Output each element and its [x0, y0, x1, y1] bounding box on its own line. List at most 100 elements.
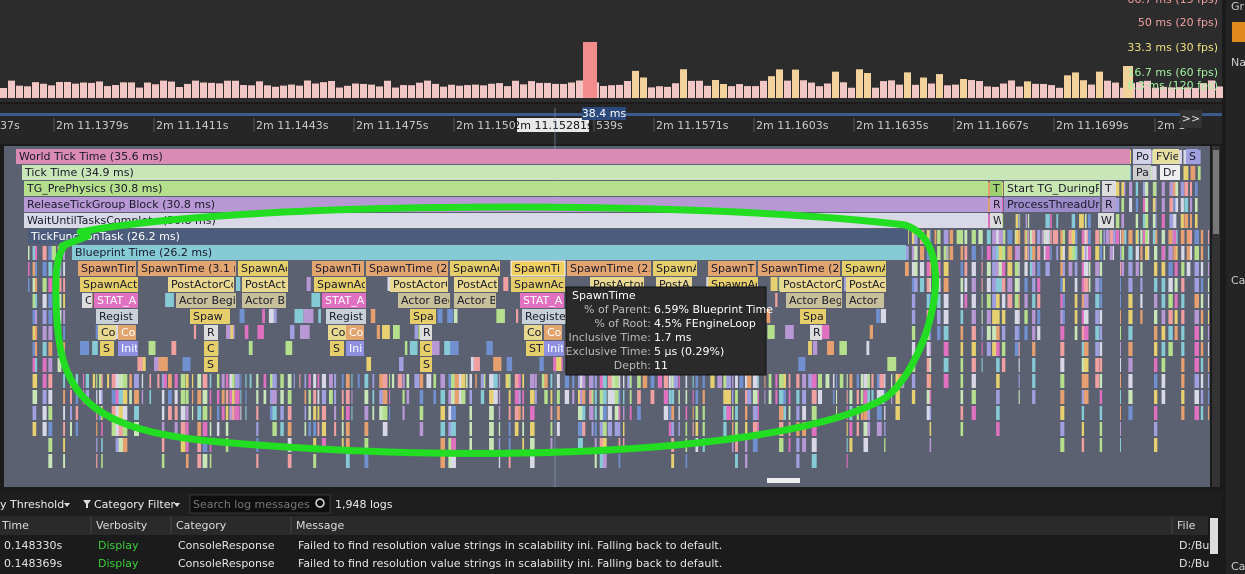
timer-event[interactable] [1133, 149, 1151, 164]
timer-event[interactable] [398, 293, 450, 308]
timer-event[interactable] [1160, 165, 1180, 180]
timer-event[interactable] [1186, 149, 1198, 164]
event-block [911, 262, 916, 276]
timer-event[interactable] [314, 277, 366, 292]
timer-event[interactable] [990, 213, 1002, 228]
side-tab[interactable]: Gr [1231, 0, 1245, 13]
timer-event[interactable] [708, 261, 756, 276]
timer-event[interactable] [544, 341, 564, 356]
column-header[interactable]: Category [176, 519, 227, 532]
timer-event[interactable] [390, 277, 448, 292]
timer-event[interactable] [328, 325, 346, 340]
scroll-thumb[interactable] [1213, 150, 1219, 234]
timer-event[interactable] [330, 341, 344, 356]
timer-event[interactable] [1098, 213, 1114, 228]
timer-event[interactable] [100, 341, 114, 356]
column-header[interactable]: Time [1, 519, 29, 532]
timer-event[interactable] [238, 261, 288, 276]
timer-event[interactable] [204, 357, 218, 372]
toolbar-item[interactable]: y Threshold [0, 498, 64, 511]
event-block [599, 406, 605, 420]
frame-bar [168, 81, 175, 98]
timer-event[interactable] [242, 277, 288, 292]
timer-event[interactable] [520, 293, 564, 308]
timer-event[interactable] [204, 341, 218, 356]
column-header[interactable]: Verbosity [96, 519, 148, 532]
timer-event[interactable] [176, 293, 236, 308]
side-tab[interactable]: Na [1231, 56, 1245, 69]
side-tab[interactable]: Ca [1231, 274, 1245, 287]
timer-event[interactable] [78, 261, 136, 276]
timer-event[interactable] [420, 341, 432, 356]
timer-event[interactable] [1004, 197, 1100, 212]
timer-event[interactable] [94, 293, 138, 308]
timer-event[interactable] [653, 261, 697, 276]
timer-event[interactable] [846, 277, 886, 292]
toolbar-item[interactable]: Category Filter [94, 498, 175, 511]
timer-event[interactable] [96, 309, 138, 324]
timer-event[interactable] [1004, 181, 1100, 196]
column-header[interactable]: File [1177, 519, 1196, 532]
event-block [1001, 246, 1006, 260]
timer-event[interactable] [758, 261, 840, 276]
side-button[interactable] [1232, 22, 1245, 42]
event-block [1074, 326, 1078, 340]
timer-event[interactable] [1153, 149, 1179, 164]
side-tab[interactable]: Ca [1231, 560, 1245, 573]
timer-event[interactable] [138, 261, 236, 276]
timer-event[interactable] [510, 260, 566, 277]
timer-event[interactable] [567, 261, 651, 276]
timer-event[interactable] [511, 277, 565, 292]
timer-event[interactable] [420, 357, 432, 372]
timer-event[interactable] [1133, 165, 1151, 180]
timer-event[interactable] [204, 325, 218, 340]
timer-event[interactable] [454, 293, 496, 308]
timer-event[interactable] [346, 325, 364, 340]
timer-event[interactable] [990, 197, 1002, 212]
timer-event[interactable] [190, 309, 230, 324]
timer-event[interactable] [80, 277, 138, 292]
timer-event[interactable] [990, 181, 1002, 196]
frame-bar [776, 69, 783, 98]
timer-event[interactable] [846, 293, 884, 308]
timer-event[interactable] [322, 293, 366, 308]
timer-event[interactable] [326, 309, 366, 324]
timer-event[interactable] [420, 325, 432, 340]
column-header[interactable]: Message [296, 519, 344, 532]
timer-event[interactable] [544, 325, 562, 340]
timer-event[interactable] [346, 341, 364, 356]
timer-event[interactable] [526, 341, 544, 356]
timer-event[interactable] [168, 277, 234, 292]
more-label[interactable]: >> [1182, 112, 1200, 125]
timer-event[interactable] [1102, 197, 1116, 212]
timer-event[interactable] [118, 325, 136, 340]
timer-event[interactable] [454, 277, 498, 292]
timer-event[interactable] [450, 261, 500, 276]
timer-event[interactable] [28, 229, 908, 244]
search-placeholder[interactable]: Search log messages [193, 498, 310, 511]
timer-event[interactable] [522, 309, 566, 324]
more-button[interactable] [1180, 110, 1202, 128]
search-box[interactable] [189, 494, 331, 514]
timer-event[interactable] [82, 293, 92, 308]
timer-event[interactable] [98, 325, 116, 340]
timer-event[interactable] [366, 261, 448, 276]
timer-event[interactable] [24, 181, 988, 196]
h-scroll-thumb[interactable] [767, 478, 800, 483]
timer-event[interactable] [1102, 181, 1116, 196]
timer-event[interactable] [800, 309, 826, 324]
timer-event[interactable] [524, 325, 542, 340]
timer-event[interactable] [410, 309, 436, 324]
timer-event[interactable] [118, 341, 138, 356]
timer-event[interactable] [786, 293, 842, 308]
timer-event[interactable] [810, 325, 822, 340]
timer-event[interactable] [842, 261, 886, 276]
timer-event[interactable] [16, 149, 1130, 164]
timer-event[interactable] [72, 245, 906, 260]
timer-event[interactable] [780, 277, 842, 292]
timer-event[interactable] [24, 213, 988, 228]
timer-event[interactable] [242, 293, 286, 308]
event-block [589, 390, 594, 404]
timer-event[interactable] [22, 165, 1130, 180]
timer-event[interactable] [312, 261, 364, 276]
